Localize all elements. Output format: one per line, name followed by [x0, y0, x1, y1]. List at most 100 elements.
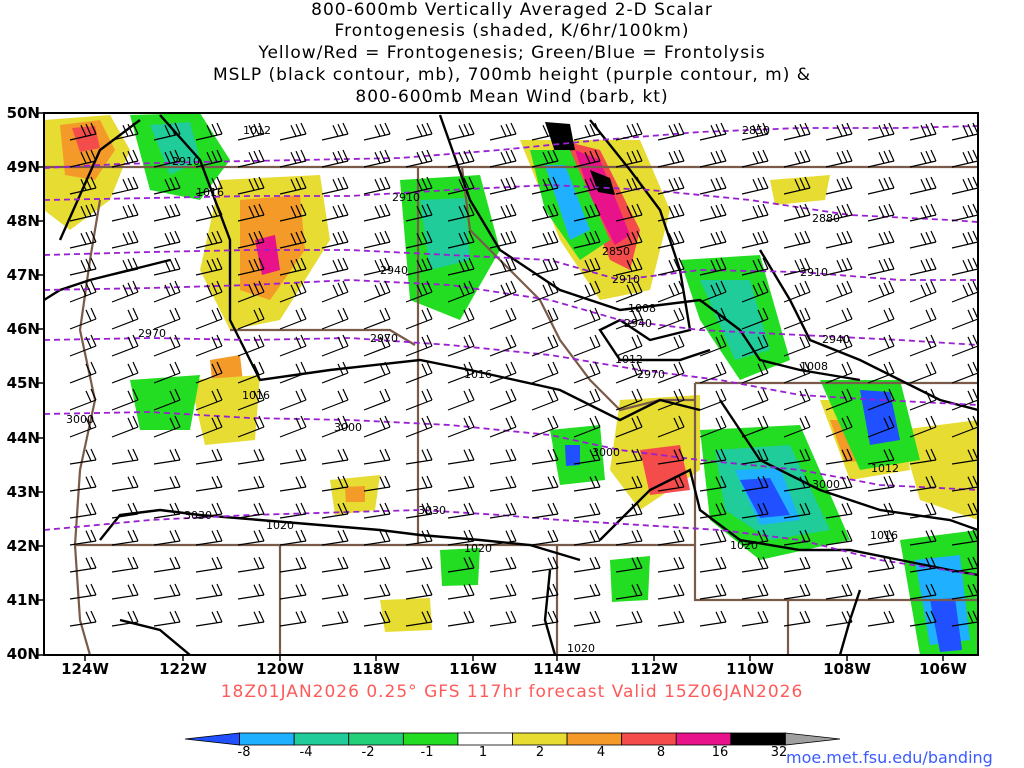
wind-barb: [237, 556, 265, 573]
wind-barb: [615, 203, 643, 222]
wind-barb: [195, 334, 223, 357]
wind-barb: [867, 230, 895, 249]
wind-barb: [573, 361, 601, 384]
wind-barb: [489, 556, 517, 573]
wind-barb: [153, 307, 181, 330]
wind-barb: [573, 280, 601, 303]
lat-label: 44N: [6, 429, 40, 447]
height-label: 2910: [800, 266, 828, 279]
wind-barb: [783, 610, 811, 627]
wind-barb: [237, 203, 265, 222]
mslp-label: 1012: [871, 462, 899, 475]
wind-barb: [153, 149, 181, 168]
wind-barb: [951, 230, 978, 249]
wind-barb: [405, 502, 433, 519]
wind-barb: [909, 230, 937, 249]
wind-barb: [195, 388, 223, 411]
wind-barb: [867, 556, 895, 573]
wind-barb: [867, 502, 895, 519]
wind-barb: [111, 475, 139, 492]
wind-barb: [741, 475, 769, 492]
wind-barb: [279, 502, 307, 519]
wind-barb: [825, 556, 853, 573]
credit-link[interactable]: moe.met.fsu.edu/banding: [786, 748, 993, 767]
title-line-4: MSLP (black contour, mb), 700mb height (…: [212, 65, 812, 85]
wind-barb: [573, 448, 601, 465]
wind-barb: [111, 610, 139, 627]
colorbar-label: -8: [237, 745, 251, 760]
wind-barb: [615, 610, 643, 627]
lat-label: 43N: [6, 483, 40, 501]
wind-barb: [405, 257, 433, 276]
wind-barb: [447, 257, 475, 276]
wind-barb: [825, 203, 853, 222]
wind-barb: [363, 122, 391, 141]
wind-barb: [279, 176, 307, 195]
wind-barb: [531, 307, 559, 330]
wind-barb: [363, 415, 391, 438]
wind-barb: [489, 529, 517, 546]
wind-barb: [237, 610, 265, 627]
colorbar-label: 8: [656, 745, 666, 760]
map-frame: [43, 112, 979, 656]
wind-barb: [447, 122, 475, 141]
wind-barb: [69, 280, 97, 303]
wind-barb: [825, 502, 853, 519]
wind-barb: [405, 388, 433, 411]
wind-barb: [573, 122, 601, 141]
wind-barb: [741, 610, 769, 627]
wind-barb: [363, 502, 391, 519]
lon-label: 120W: [256, 660, 304, 678]
wind-barb: [909, 475, 937, 492]
colorbar-label: -1: [420, 745, 434, 760]
colorbar-segment: [621, 732, 677, 746]
mslp-label: 1016: [464, 368, 492, 381]
wind-barb: [321, 122, 349, 141]
wind-barb: [615, 415, 643, 438]
wind-barb: [279, 388, 307, 411]
wind-barb: [237, 475, 265, 492]
wind-barb: [321, 556, 349, 573]
wind-barb: [741, 334, 769, 357]
wind-barb: [741, 149, 769, 168]
lat-label: 41N: [6, 591, 40, 609]
wind-barb: [657, 583, 685, 600]
wind-barb: [657, 149, 685, 168]
lon-label: 108W: [823, 660, 871, 678]
wind-barb: [111, 307, 139, 330]
wind-barb: [615, 122, 643, 141]
shade-frontogenesis: [72, 126, 100, 152]
wind-barb: [657, 334, 685, 357]
shade-frontolysis: [440, 548, 480, 586]
wind-barb: [405, 307, 433, 330]
wind-barb: [447, 203, 475, 222]
wind-barb: [783, 176, 811, 195]
height-label: 2850: [602, 245, 630, 258]
shade-frontogenesis: [255, 235, 280, 275]
wind-barb: [825, 334, 853, 357]
forecast-label: 18Z01JAN2026 0.25° GFS 117hr forecast Va…: [220, 682, 804, 702]
wind-barb: [867, 307, 895, 330]
wind-barb: [489, 502, 517, 519]
wind-barb: [153, 361, 181, 384]
wind-barb: [531, 388, 559, 411]
wind-barb: [447, 415, 475, 438]
wind-barb: [909, 176, 937, 195]
lat-label: 47N: [6, 266, 40, 284]
wind-barb: [69, 257, 97, 276]
wind-barb: [657, 415, 685, 438]
wind-barb: [615, 448, 643, 465]
wind-barb: [531, 448, 559, 465]
wind-barb: [69, 448, 97, 465]
wind-barb: [195, 176, 223, 195]
wind-barb: [69, 334, 97, 357]
wind-barb: [363, 203, 391, 222]
wind-barb: [531, 529, 559, 546]
wind-barb: [867, 529, 895, 546]
wind-barb: [573, 502, 601, 519]
wind-barb: [657, 556, 685, 573]
wind-barb: [489, 610, 517, 627]
wind-barb: [363, 230, 391, 249]
wind-barb: [447, 280, 475, 303]
wind-barb: [825, 583, 853, 600]
